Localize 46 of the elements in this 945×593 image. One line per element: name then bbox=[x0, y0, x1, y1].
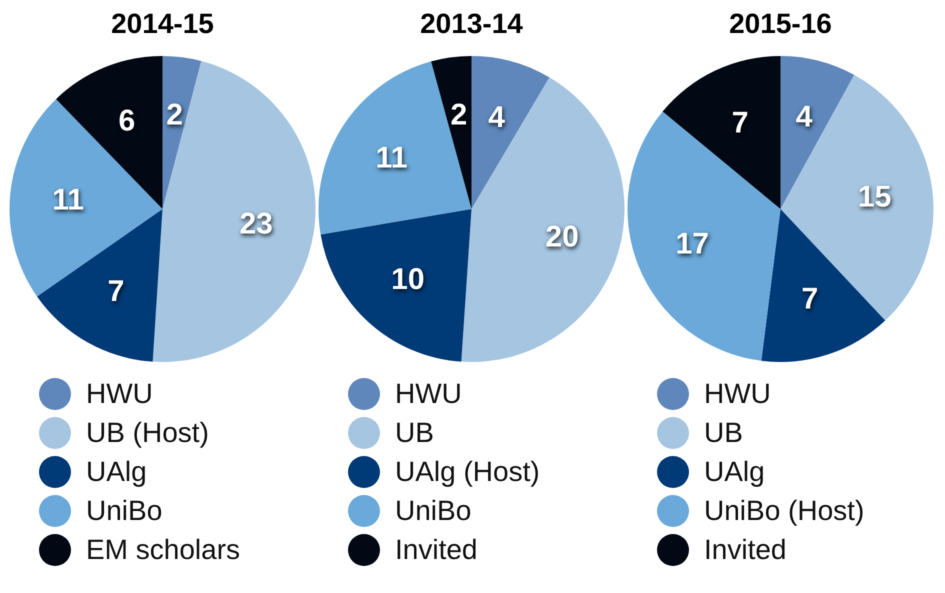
pie-slice bbox=[628, 111, 780, 361]
data-label: 4 bbox=[488, 101, 506, 134]
data-label: 10 bbox=[391, 262, 425, 296]
legend-label: UniBo bbox=[86, 494, 162, 526]
pie-slice bbox=[761, 209, 886, 362]
data-label: 4 bbox=[796, 100, 813, 134]
pie-slice bbox=[162, 56, 202, 209]
pie-slice bbox=[37, 209, 162, 362]
legend-label: UB bbox=[704, 416, 743, 448]
legend-label: UniBo bbox=[395, 494, 472, 526]
pie-slice bbox=[780, 74, 934, 321]
pie-slice bbox=[152, 61, 316, 362]
legend-label: UB (Host) bbox=[86, 416, 209, 448]
pie-slice bbox=[662, 56, 780, 209]
data-label: 2 bbox=[450, 98, 468, 132]
data-label: 23 bbox=[239, 208, 273, 241]
data-label: 7 bbox=[801, 282, 818, 316]
legend-label: UB bbox=[395, 416, 434, 448]
legend-label: Invited bbox=[395, 534, 478, 566]
pie-slice bbox=[56, 56, 162, 209]
legend-label: HWU bbox=[704, 378, 771, 410]
data-label: 11 bbox=[52, 183, 84, 216]
pie-slice bbox=[318, 61, 472, 234]
data-label: 7 bbox=[108, 275, 124, 308]
pie-slice bbox=[320, 209, 472, 362]
legend-label: HWU bbox=[86, 378, 153, 410]
legend-label: HWU bbox=[395, 378, 462, 410]
legend-label: Invited bbox=[704, 534, 786, 566]
data-label: 7 bbox=[732, 106, 748, 140]
legend-label: UAlg (Host) bbox=[395, 456, 540, 488]
legend-label: UniBo (Host) bbox=[704, 494, 864, 526]
pie-slice bbox=[431, 56, 472, 209]
pie-slice bbox=[780, 56, 854, 209]
chart-title: 2014-15 bbox=[110, 8, 215, 41]
legend-label: EM scholars bbox=[86, 534, 240, 566]
data-label: 11 bbox=[376, 141, 408, 174]
chart-title: 2013-14 bbox=[419, 8, 524, 41]
data-label: 2 bbox=[166, 98, 183, 132]
data-label: 6 bbox=[118, 104, 136, 138]
pie-slice bbox=[472, 56, 550, 209]
data-label: 20 bbox=[545, 220, 579, 254]
legend-label: UAlg bbox=[704, 456, 765, 488]
data-label: 15 bbox=[858, 180, 892, 214]
data-label: 17 bbox=[676, 227, 709, 260]
chart-title: 2015-16 bbox=[728, 8, 833, 41]
legend-label: UAlg bbox=[86, 456, 147, 488]
